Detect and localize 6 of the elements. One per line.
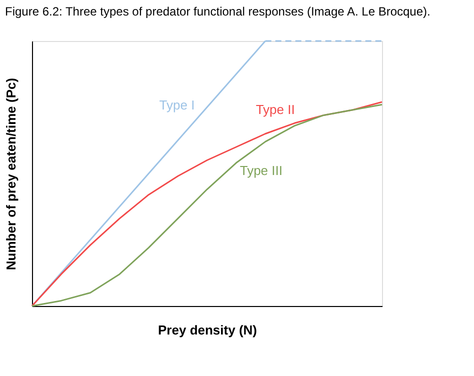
- series-label: Type III: [240, 162, 282, 178]
- series-label: Type I: [159, 97, 195, 112]
- chart-title: Figure 6.2: Three types of predator functional responses (Image A. Le Brocque).: [5, 4, 430, 18]
- y-axis-title: Number of prey eaten/time (Pc): [4, 78, 18, 270]
- series-label: Type II: [256, 102, 295, 117]
- x-axis-title: Prey density (N): [158, 322, 257, 338]
